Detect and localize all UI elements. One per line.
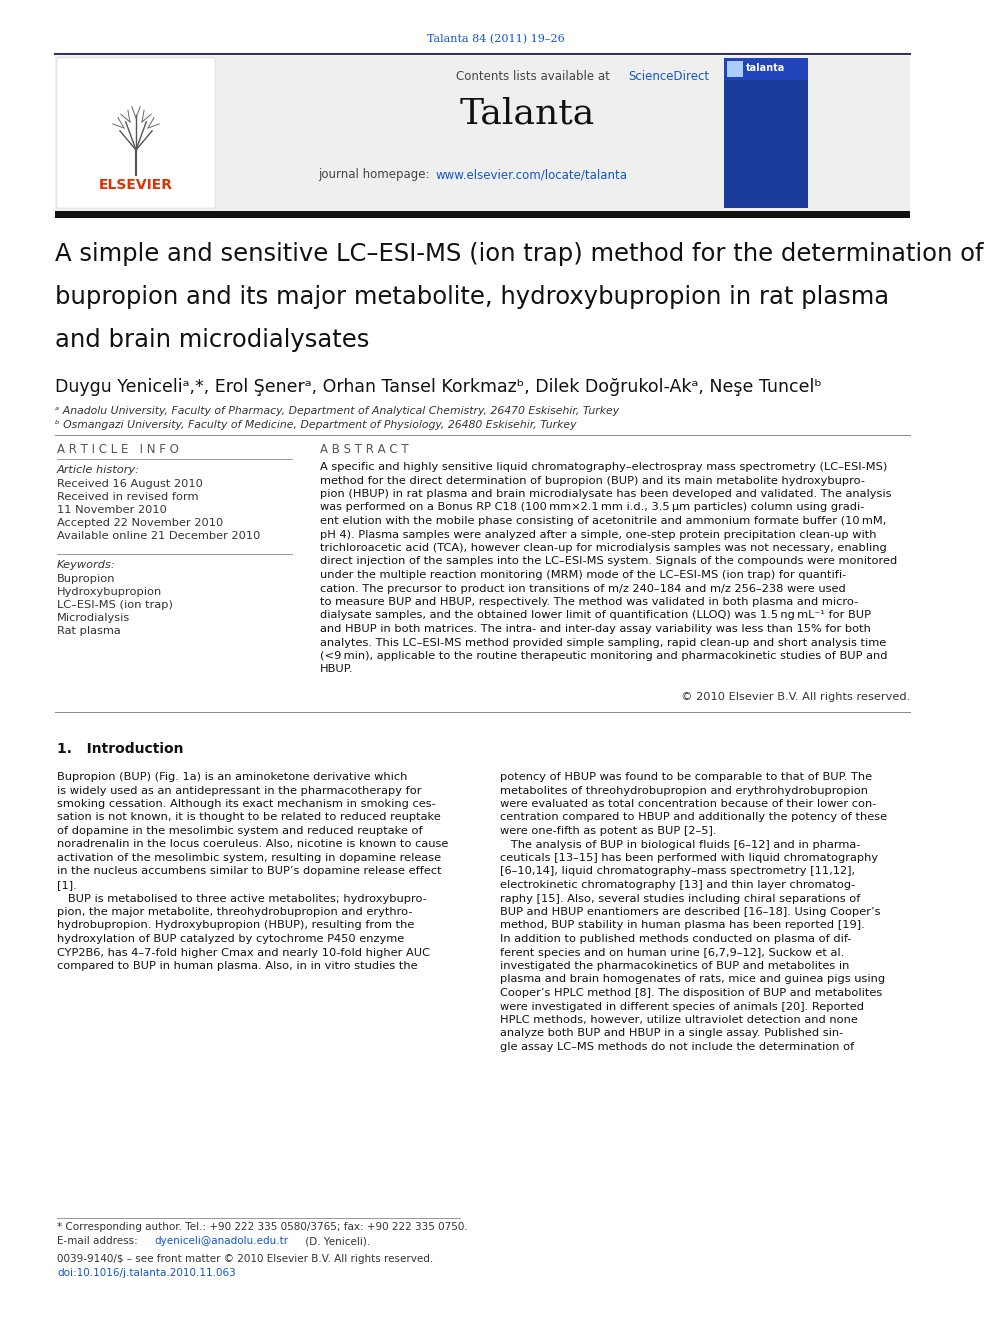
- Text: E-mail address:: E-mail address:: [57, 1236, 141, 1246]
- Text: © 2010 Elsevier B.V. All rights reserved.: © 2010 Elsevier B.V. All rights reserved…: [681, 692, 910, 703]
- Text: plasma and brain homogenates of rats, mice and guinea pigs using: plasma and brain homogenates of rats, mi…: [500, 975, 885, 984]
- Text: Microdialysis: Microdialysis: [57, 613, 130, 623]
- Bar: [727, 61, 743, 77]
- Text: cation. The precursor to product ion transitions of m/z 240–184 and m/z 256–238 : cation. The precursor to product ion tra…: [320, 583, 846, 594]
- Text: The analysis of BUP in biological fluids [6–12] and in pharma-: The analysis of BUP in biological fluids…: [500, 840, 860, 849]
- Text: bupropion and its major metabolite, hydroxybupropion in rat plasma: bupropion and its major metabolite, hydr…: [55, 284, 889, 310]
- Text: Cooper’s HPLC method [8]. The disposition of BUP and metabolites: Cooper’s HPLC method [8]. The dispositio…: [500, 988, 882, 998]
- Text: raphy [15]. Also, several studies including chiral separations of: raphy [15]. Also, several studies includ…: [500, 893, 860, 904]
- Text: 1.   Introduction: 1. Introduction: [57, 742, 184, 755]
- Bar: [55, 210, 910, 218]
- Text: Hydroxybupropion: Hydroxybupropion: [57, 587, 163, 597]
- Text: to measure BUP and HBUP, respectively. The method was validated in both plasma a: to measure BUP and HBUP, respectively. T…: [320, 597, 858, 607]
- Text: pion, the major metabolite, threohydrobupropion and erythro-: pion, the major metabolite, threohydrobu…: [57, 908, 413, 917]
- Text: ᵃ Anadolu University, Faculty of Pharmacy, Department of Analytical Chemistry, 2: ᵃ Anadolu University, Faculty of Pharmac…: [55, 406, 619, 415]
- Text: Talanta 84 (2011) 19–26: Talanta 84 (2011) 19–26: [428, 34, 564, 44]
- Text: sation is not known, it is thought to be related to reduced reuptake: sation is not known, it is thought to be…: [57, 812, 440, 823]
- Text: activation of the mesolimbic system, resulting in dopamine release: activation of the mesolimbic system, res…: [57, 853, 441, 863]
- Text: is widely used as an antidepressant in the pharmacotherapy for: is widely used as an antidepressant in t…: [57, 786, 422, 795]
- Text: dialysate samples, and the obtained lower limit of quantification (LLOQ) was 1.5: dialysate samples, and the obtained lowe…: [320, 610, 871, 620]
- Text: Duygu Yeniceliᵃ,*, Erol Şenerᵃ, Orhan Tansel Korkmazᵇ, Dilek Doğrukol-Akᵃ, Neşe : Duygu Yeniceliᵃ,*, Erol Şenerᵃ, Orhan Ta…: [55, 378, 822, 396]
- Text: under the multiple reaction monitoring (MRM) mode of the LC–ESI-MS (ion trap) fo: under the multiple reaction monitoring (…: [320, 570, 846, 579]
- Text: * Corresponding author. Tel.: +90 222 335 0580/3765; fax: +90 222 335 0750.: * Corresponding author. Tel.: +90 222 33…: [57, 1222, 468, 1232]
- Text: LC–ESI-MS (ion trap): LC–ESI-MS (ion trap): [57, 601, 173, 610]
- Text: journal homepage:: journal homepage:: [318, 168, 434, 181]
- Bar: [57, 58, 215, 208]
- Text: doi:10.1016/j.talanta.2010.11.063: doi:10.1016/j.talanta.2010.11.063: [57, 1267, 236, 1278]
- Text: ceuticals [13–15] has been performed with liquid chromatography: ceuticals [13–15] has been performed wit…: [500, 853, 878, 863]
- Bar: [724, 79, 808, 208]
- Text: were one-fifth as potent as BUP [2–5].: were one-fifth as potent as BUP [2–5].: [500, 826, 716, 836]
- Text: noradrenalin in the locus coeruleus. Also, nicotine is known to cause: noradrenalin in the locus coeruleus. Als…: [57, 840, 448, 849]
- Text: talanta: talanta: [746, 64, 786, 73]
- Text: [1].: [1].: [57, 880, 76, 890]
- Text: Available online 21 December 2010: Available online 21 December 2010: [57, 531, 260, 541]
- Text: ScienceDirect: ScienceDirect: [628, 70, 709, 83]
- Text: of dopamine in the mesolimbic system and reduced reuptake of: of dopamine in the mesolimbic system and…: [57, 826, 423, 836]
- Text: pion (HBUP) in rat plasma and brain microdialysate has been developed and valida: pion (HBUP) in rat plasma and brain micr…: [320, 490, 892, 499]
- Text: Accepted 22 November 2010: Accepted 22 November 2010: [57, 519, 223, 528]
- Text: metabolites of threohydrobupropion and erythrohydrobupropion: metabolites of threohydrobupropion and e…: [500, 786, 868, 795]
- Text: BUP is metabolised to three active metabolites; hydroxybupro-: BUP is metabolised to three active metab…: [57, 893, 427, 904]
- Text: smoking cessation. Although its exact mechanism in smoking ces-: smoking cessation. Although its exact me…: [57, 799, 435, 808]
- Text: Bupropion: Bupropion: [57, 574, 115, 583]
- Text: [6–10,14], liquid chromatography–mass spectrometry [11,12],: [6–10,14], liquid chromatography–mass sp…: [500, 867, 855, 877]
- Text: (<9 min), applicable to the routine therapeutic monitoring and pharmacokinetic s: (<9 min), applicable to the routine ther…: [320, 651, 888, 662]
- Text: 11 November 2010: 11 November 2010: [57, 505, 167, 515]
- Text: and HBUP in both matrices. The intra- and inter-day assay variability was less t: and HBUP in both matrices. The intra- an…: [320, 624, 871, 634]
- Text: Talanta: Talanta: [460, 97, 595, 130]
- Bar: [55, 56, 910, 210]
- Text: centration compared to HBUP and additionally the potency of these: centration compared to HBUP and addition…: [500, 812, 887, 823]
- Text: and brain microdialysates: and brain microdialysates: [55, 328, 369, 352]
- Text: direct injection of the samples into the LC–ESI-MS system. Signals of the compou: direct injection of the samples into the…: [320, 557, 897, 566]
- Text: Bupropion (BUP) (Fig. 1a) is an aminoketone derivative which: Bupropion (BUP) (Fig. 1a) is an aminoket…: [57, 773, 408, 782]
- Text: HPLC methods, however, utilize ultraviolet detection and none: HPLC methods, however, utilize ultraviol…: [500, 1015, 858, 1025]
- Text: investigated the pharmacokinetics of BUP and metabolites in: investigated the pharmacokinetics of BUP…: [500, 960, 849, 971]
- Text: Contents lists available at: Contents lists available at: [456, 70, 614, 83]
- Text: Received 16 August 2010: Received 16 August 2010: [57, 479, 203, 490]
- Text: electrokinetic chromatography [13] and thin layer chromatog-: electrokinetic chromatography [13] and t…: [500, 880, 855, 890]
- Text: in the nucleus accumbens similar to BUP’s dopamine release effect: in the nucleus accumbens similar to BUP’…: [57, 867, 441, 877]
- Text: A specific and highly sensitive liquid chromatography–electrospray mass spectrom: A specific and highly sensitive liquid c…: [320, 462, 887, 472]
- Text: dyeniceli@anadolu.edu.tr: dyeniceli@anadolu.edu.tr: [154, 1236, 288, 1246]
- Text: A R T I C L E   I N F O: A R T I C L E I N F O: [57, 443, 179, 456]
- Text: hydroxylation of BUP catalyzed by cytochrome P450 enzyme: hydroxylation of BUP catalyzed by cytoch…: [57, 934, 405, 945]
- Text: Received in revised form: Received in revised form: [57, 492, 198, 501]
- Text: trichloroacetic acid (TCA), however clean-up for microdialysis samples was not n: trichloroacetic acid (TCA), however clea…: [320, 542, 887, 553]
- Text: ELSEVIER: ELSEVIER: [99, 179, 173, 192]
- Text: Rat plasma: Rat plasma: [57, 626, 121, 636]
- Text: BUP and HBUP enantiomers are described [16–18]. Using Cooper’s: BUP and HBUP enantiomers are described […: [500, 908, 881, 917]
- Text: analytes. This LC–ESI-MS method provided simple sampling, rapid clean-up and sho: analytes. This LC–ESI-MS method provided…: [320, 638, 886, 647]
- Text: (D. Yeniceli).: (D. Yeniceli).: [302, 1236, 370, 1246]
- Text: A B S T R A C T: A B S T R A C T: [320, 443, 409, 456]
- Text: ent elution with the mobile phase consisting of acetonitrile and ammonium format: ent elution with the mobile phase consis…: [320, 516, 887, 527]
- Text: compared to BUP in human plasma. Also, in in vitro studies the: compared to BUP in human plasma. Also, i…: [57, 960, 418, 971]
- Text: pH 4). Plasma samples were analyzed after a simple, one-step protein precipitati: pH 4). Plasma samples were analyzed afte…: [320, 529, 877, 540]
- Text: analyze both BUP and HBUP in a single assay. Published sin-: analyze both BUP and HBUP in a single as…: [500, 1028, 843, 1039]
- Text: A simple and sensitive LC–ESI-MS (ion trap) method for the determination of: A simple and sensitive LC–ESI-MS (ion tr…: [55, 242, 983, 266]
- Text: potency of HBUP was found to be comparable to that of BUP. The: potency of HBUP was found to be comparab…: [500, 773, 872, 782]
- Text: were evaluated as total concentration because of their lower con-: were evaluated as total concentration be…: [500, 799, 876, 808]
- Text: Article history:: Article history:: [57, 464, 140, 475]
- Text: gle assay LC–MS methods do not include the determination of: gle assay LC–MS methods do not include t…: [500, 1043, 854, 1052]
- Text: 0039-9140/$ – see front matter © 2010 Elsevier B.V. All rights reserved.: 0039-9140/$ – see front matter © 2010 El…: [57, 1254, 434, 1263]
- Text: CYP2B6, has 4–7-fold higher Cmax and nearly 10-fold higher AUC: CYP2B6, has 4–7-fold higher Cmax and nea…: [57, 947, 430, 958]
- Text: In addition to published methods conducted on plasma of dif-: In addition to published methods conduct…: [500, 934, 851, 945]
- Text: hydrobupropion. Hydroxybupropion (HBUP), resulting from the: hydrobupropion. Hydroxybupropion (HBUP),…: [57, 921, 415, 930]
- Text: ferent species and on human urine [6,7,9–12], Suckow et al.: ferent species and on human urine [6,7,9…: [500, 947, 844, 958]
- Text: ᵇ Osmangazi University, Faculty of Medicine, Department of Physiology, 26480 Esk: ᵇ Osmangazi University, Faculty of Medic…: [55, 419, 576, 430]
- Text: was performed on a Bonus RP C18 (100 mm×2.1 mm i.d., 3.5 μm particles) column us: was performed on a Bonus RP C18 (100 mm×…: [320, 503, 864, 512]
- Text: method for the direct determination of bupropion (BUP) and its main metabolite h: method for the direct determination of b…: [320, 475, 865, 486]
- Text: www.elsevier.com/locate/talanta: www.elsevier.com/locate/talanta: [436, 168, 628, 181]
- Text: method, BUP stability in human plasma has been reported [19].: method, BUP stability in human plasma ha…: [500, 921, 865, 930]
- Text: Keywords:: Keywords:: [57, 560, 116, 570]
- Text: were investigated in different species of animals [20]. Reported: were investigated in different species o…: [500, 1002, 864, 1012]
- Text: HBUP.: HBUP.: [320, 664, 353, 675]
- Bar: [724, 58, 808, 208]
